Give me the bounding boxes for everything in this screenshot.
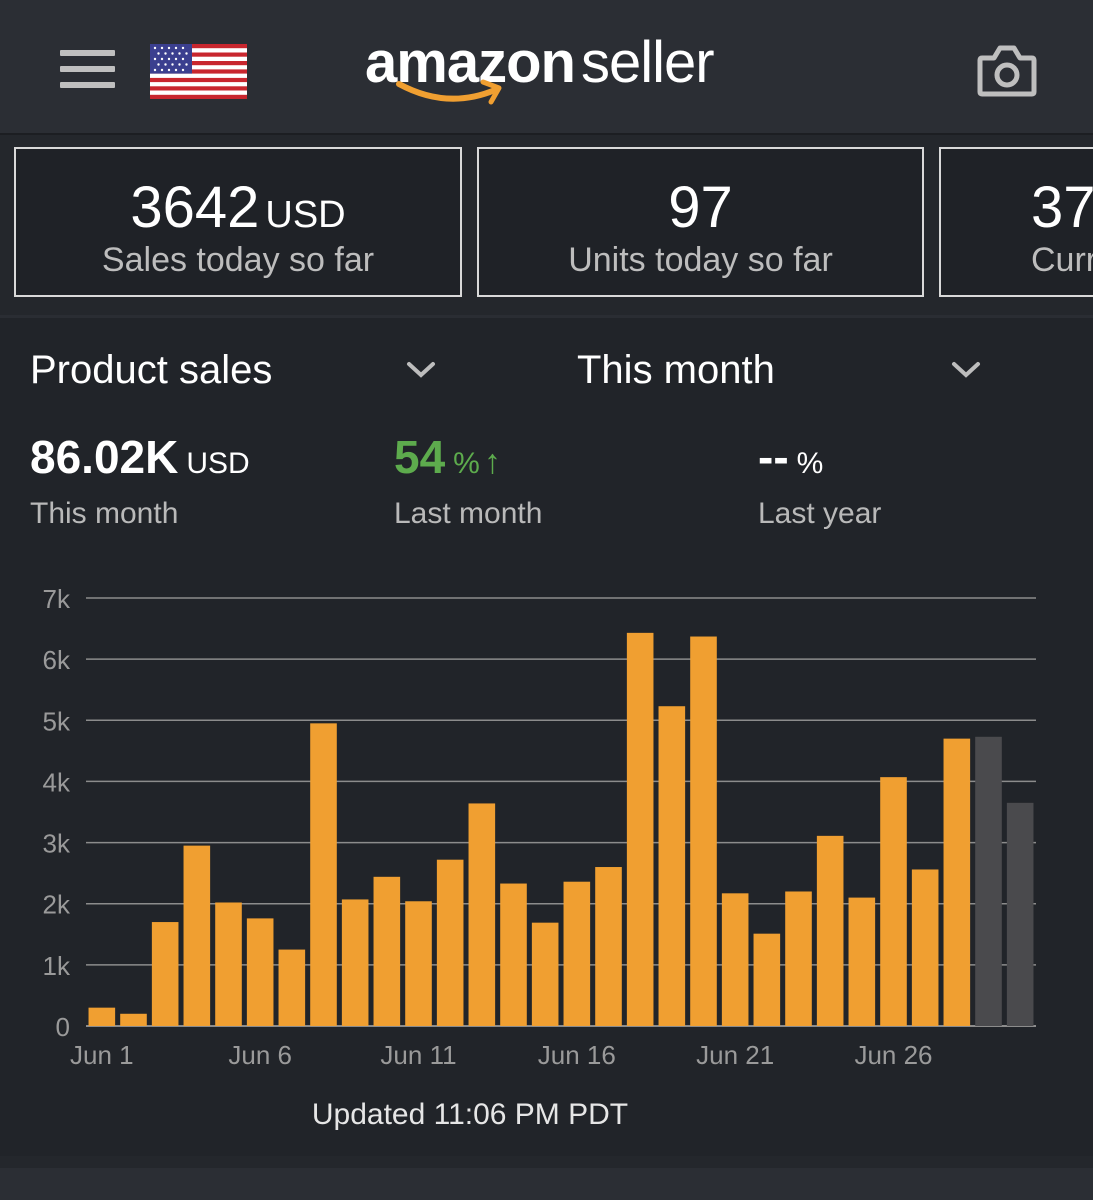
bar [468, 803, 496, 1026]
bar [658, 706, 686, 1026]
app-header: amazon seller [0, 0, 1093, 135]
y-tick-label: 7k [43, 584, 71, 614]
y-tick-label: 3k [43, 829, 71, 859]
chevron-down-icon [407, 362, 435, 378]
this-month-metric: 86.02K USD This month [30, 430, 250, 531]
x-tick-label: Jun 21 [696, 1040, 774, 1070]
bar [1006, 802, 1034, 1026]
bar [436, 859, 464, 1026]
last-month-unit: % [453, 447, 480, 480]
bar [943, 738, 971, 1026]
x-tick-label: Jun 1 [70, 1040, 134, 1070]
units-today-value: 97 [668, 175, 733, 240]
stat-cards: 3642 USD Sales today so far 97 Units toda… [0, 135, 1093, 315]
bar [785, 891, 812, 1026]
us-flag-icon[interactable] [150, 44, 247, 99]
bar [120, 1013, 147, 1026]
logo-seller-text: seller [580, 30, 715, 95]
x-tick-label: Jun 11 [380, 1040, 456, 1070]
arrow-up-icon: ↑ [483, 443, 501, 481]
last-year-value: -- [758, 431, 789, 483]
camera-icon[interactable] [976, 40, 1038, 102]
bar [246, 918, 274, 1026]
bar [595, 867, 622, 1026]
bottom-bar [0, 1156, 1093, 1200]
y-tick-label: 6k [43, 645, 71, 675]
bar [563, 881, 591, 1026]
last-year-label: Last year [758, 497, 882, 530]
third-stat-value: 37 [1031, 175, 1093, 240]
third-stat-label: Curr [1031, 241, 1093, 279]
this-month-value: 86.02K [30, 431, 179, 483]
x-tick-label: Jun 6 [228, 1040, 292, 1070]
sales-today-unit: USD [265, 194, 346, 236]
x-tick-label: Jun 16 [538, 1040, 616, 1070]
bar [880, 777, 907, 1026]
amazon-seller-logo: amazon seller [365, 30, 735, 120]
amazon-smile-icon [396, 79, 502, 105]
metric-dropdown[interactable]: Product sales [30, 346, 440, 398]
chevron-down-icon [952, 362, 980, 378]
bar [848, 897, 876, 1026]
hamburger-menu-icon[interactable] [60, 50, 115, 90]
y-tick-label: 2k [43, 890, 71, 920]
bar [405, 901, 432, 1026]
last-year-unit: % [796, 447, 824, 480]
y-tick-label: 0 [56, 1012, 70, 1042]
last-year-metric: --% Last year [758, 430, 881, 531]
this-month-label: This month [30, 497, 179, 530]
bar [721, 893, 749, 1026]
bar [310, 723, 337, 1026]
this-month-unit: USD [186, 447, 250, 480]
bar [531, 922, 559, 1026]
y-tick-label: 1k [43, 951, 71, 981]
sales-today-label: Sales today so far [101, 241, 375, 279]
bar [975, 736, 1002, 1026]
bar [215, 902, 242, 1026]
bar [183, 845, 211, 1026]
sales-today-value: 3642 [130, 175, 260, 240]
y-tick-label: 4k [43, 767, 71, 797]
sales-bar-chart: 0 1k 2k 3k 4k 5k 6k 7k Jun 1 Jun 6 Jun 11 Jun 16 Jun… [43, 584, 1036, 1070]
bar [500, 883, 527, 1026]
bar [626, 632, 654, 1026]
bar [88, 1007, 116, 1026]
x-tick-label: Jun 26 [854, 1040, 932, 1070]
updated-timestamp: Updated 11:06 PM PDT [311, 1098, 629, 1131]
units-today-label: Units today so far [568, 241, 833, 279]
bar [341, 899, 369, 1026]
metric-dropdown-label: Product sales [30, 348, 273, 392]
bar [151, 922, 179, 1026]
sales-today-card[interactable]: 3642 USD Sales today so far [14, 147, 462, 297]
last-month-metric: 54% ↑ Last month [394, 430, 542, 531]
bar [753, 933, 781, 1026]
bar [373, 876, 401, 1026]
bar [278, 949, 306, 1026]
period-dropdown-label: This month [577, 348, 775, 392]
sales-panel: Product sales This month 86.02K USD This … [0, 318, 1093, 1156]
bar [816, 835, 844, 1026]
third-stat-card[interactable]: 37 Curr [939, 147, 1093, 297]
last-month-value: 54 [394, 431, 446, 483]
y-tick-label: 5k [43, 706, 71, 736]
bar [690, 636, 717, 1026]
period-dropdown[interactable]: This month [577, 346, 987, 398]
bar [911, 869, 939, 1026]
units-today-card[interactable]: 97 Units today so far [477, 147, 924, 297]
last-month-label: Last month [394, 497, 543, 530]
